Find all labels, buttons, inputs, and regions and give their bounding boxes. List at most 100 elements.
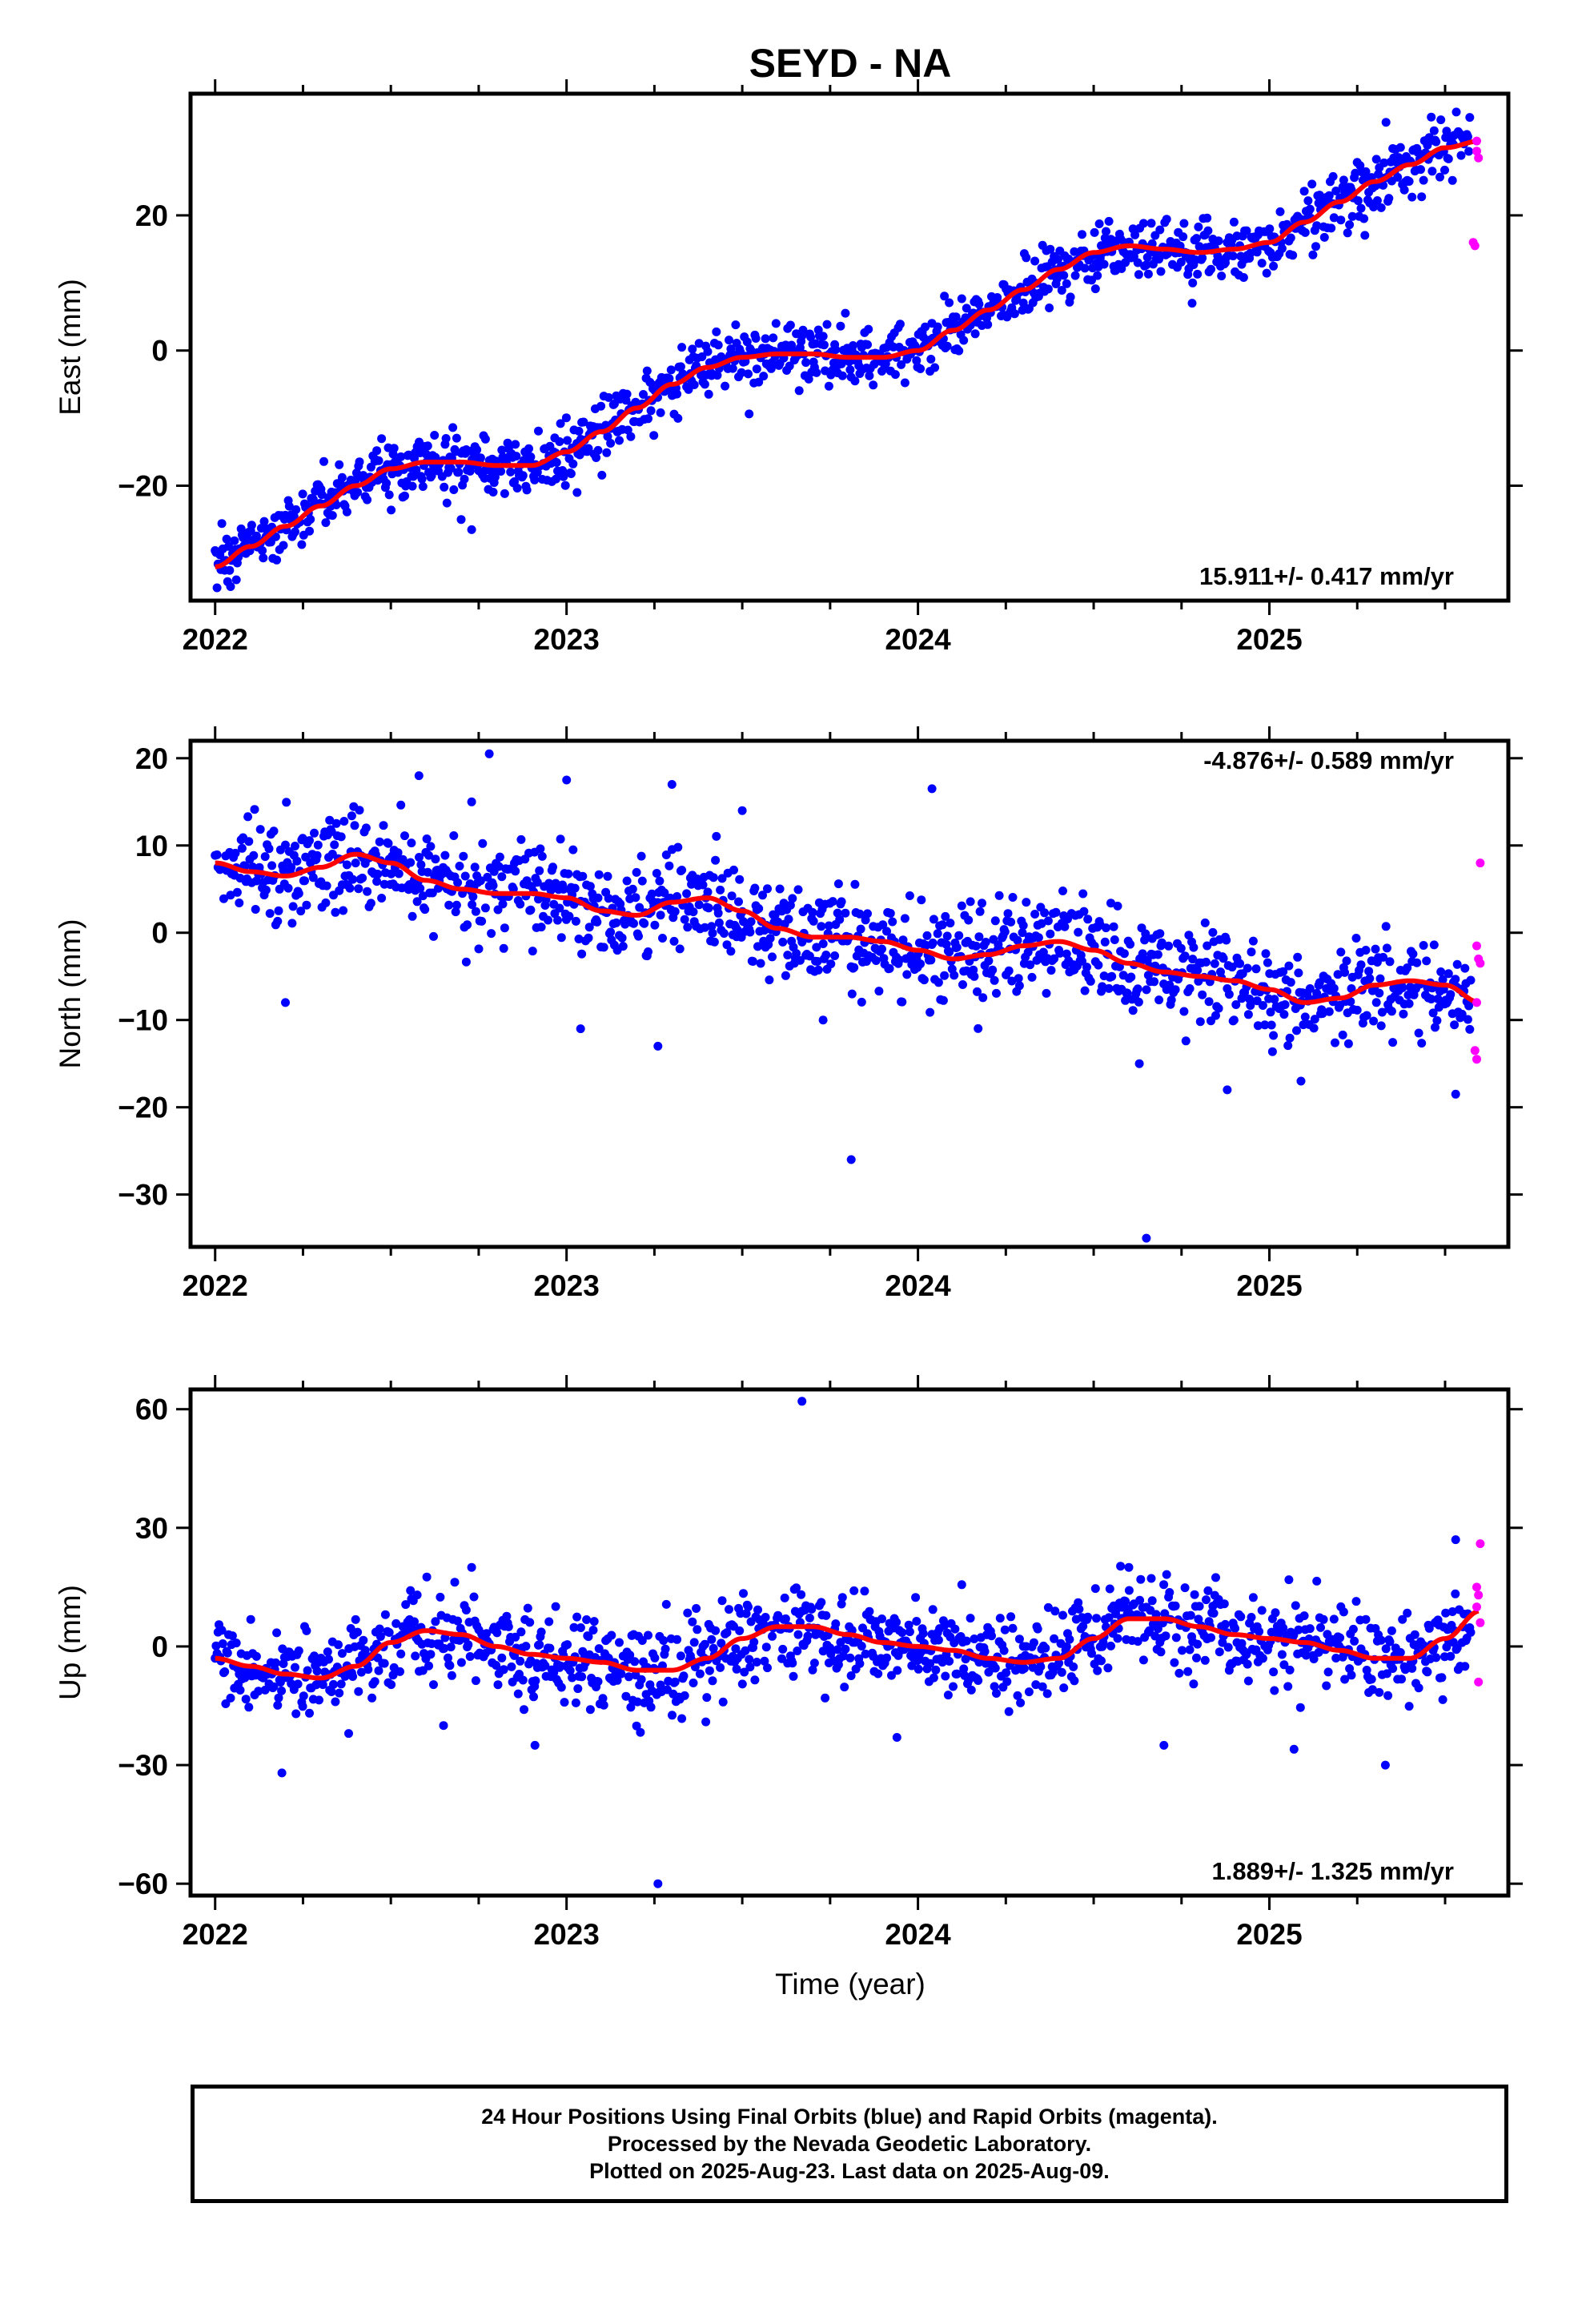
east-final-point <box>700 380 709 389</box>
north-final-point <box>1022 898 1031 907</box>
up-final-point <box>429 1680 438 1690</box>
north-final-point <box>1074 927 1083 937</box>
up-final-point <box>444 1653 452 1663</box>
up-final-point <box>632 1697 642 1707</box>
up-final-point <box>1054 1659 1064 1668</box>
north-final-point <box>1381 922 1391 931</box>
east-final-point <box>1059 271 1069 280</box>
east-final-point <box>623 425 632 435</box>
north-final-point <box>632 867 641 877</box>
up-final-point <box>359 1635 368 1645</box>
up-final-point <box>688 1617 697 1626</box>
up-y-axis-title: Up (mm) <box>54 1585 86 1700</box>
up-final-point <box>1335 1633 1345 1642</box>
north-final-point <box>1030 910 1040 919</box>
east-final-point <box>377 434 387 444</box>
up-final-point <box>1400 1665 1410 1675</box>
east-final-point <box>298 489 307 499</box>
east-final-point <box>400 491 409 501</box>
up-final-point <box>940 1621 950 1630</box>
up-final-point <box>780 1593 789 1602</box>
up-final-point <box>999 1646 1009 1655</box>
north-final-point <box>1336 947 1346 957</box>
up-final-point <box>701 1717 711 1727</box>
north-final-point <box>1078 889 1088 899</box>
east-final-point <box>1198 253 1207 263</box>
up-final-point <box>892 1618 901 1627</box>
up-final-point <box>837 1593 847 1602</box>
up-final-point <box>661 1644 670 1654</box>
north-final-point <box>1463 1015 1472 1024</box>
up-final-point <box>1024 1687 1034 1697</box>
north-final-point <box>1204 997 1214 1007</box>
up-rapid-point <box>1476 1618 1485 1627</box>
up-final-point <box>1381 1644 1391 1654</box>
north-final-point <box>1279 1010 1289 1019</box>
east-final-point <box>771 319 781 328</box>
north-final-point <box>682 889 692 899</box>
up-final-point <box>990 1663 1000 1673</box>
north-final-point <box>675 944 685 954</box>
north-final-point <box>1086 976 1095 986</box>
up-final-point <box>750 1675 760 1685</box>
up-final-point <box>1207 1633 1215 1642</box>
up-final-point <box>740 1667 749 1677</box>
north-final-point <box>1243 963 1252 973</box>
east-final-point <box>472 445 482 455</box>
up-final-point <box>904 1620 913 1630</box>
north-final-point <box>422 834 432 843</box>
east-final-point <box>291 527 299 537</box>
up-final-point <box>1270 1686 1279 1695</box>
north-final-point <box>687 879 697 889</box>
up-final-point <box>1407 1663 1417 1673</box>
up-rate-annotation: 1.889+/- 1.325 mm/yr <box>1212 1857 1454 1885</box>
north-final-point <box>647 889 656 899</box>
north-final-point <box>1318 1009 1327 1019</box>
north-final-point <box>1224 990 1234 999</box>
up-final-point <box>745 1663 755 1672</box>
up-final-point <box>273 1700 283 1710</box>
east-final-point <box>863 340 872 349</box>
east-final-point <box>1142 260 1151 270</box>
north-final-point <box>594 870 604 879</box>
east-final-point <box>1134 270 1143 279</box>
east-final-point <box>912 356 921 365</box>
up-final-point <box>722 1628 732 1638</box>
north-final-point <box>1331 1038 1339 1047</box>
north-final-point <box>400 831 409 841</box>
footer-line-orbits: 24 Hour Positions Using Final Orbits (bl… <box>481 2105 1218 2129</box>
north-final-point <box>778 937 788 947</box>
up-final-point <box>254 1687 263 1696</box>
up-final-point <box>315 1695 323 1705</box>
east-final-point <box>593 445 603 455</box>
north-final-point <box>511 866 520 876</box>
north-final-point <box>885 963 894 973</box>
north-final-point <box>1078 956 1086 966</box>
up-final-point <box>1078 1622 1088 1631</box>
north-final-point <box>1026 960 1035 970</box>
north-final-point <box>874 987 884 996</box>
up-final-point <box>741 1609 751 1618</box>
north-final-point <box>460 871 470 881</box>
north-final-point <box>1014 974 1023 983</box>
east-final-point <box>1179 219 1189 228</box>
north-final-point <box>631 893 640 903</box>
north-final-point <box>606 927 616 937</box>
up-final-point <box>568 1673 577 1683</box>
north-final-point <box>707 922 717 931</box>
panels-layer: 2022 2023 2024 2025 −20 0 20 East (mm) 15.911+/-… <box>54 79 1523 1951</box>
north-final-point <box>424 850 433 860</box>
east-final-point <box>335 460 344 469</box>
north-final-point <box>929 915 938 924</box>
up-final-point <box>1257 1606 1267 1615</box>
up-final-point <box>1156 1647 1166 1657</box>
east-final-point <box>289 512 299 521</box>
up-final-point <box>577 1672 587 1682</box>
north-final-point <box>1027 972 1037 982</box>
up-final-point <box>761 1613 770 1622</box>
east-final-point <box>574 426 584 436</box>
east-final-point <box>1312 221 1322 231</box>
north-final-point <box>635 903 644 912</box>
north-final-point <box>1037 919 1046 928</box>
north-final-point <box>1164 941 1174 951</box>
